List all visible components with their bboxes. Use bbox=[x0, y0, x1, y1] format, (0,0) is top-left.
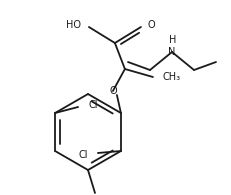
Text: CH₃: CH₃ bbox=[162, 72, 180, 82]
Text: Cl: Cl bbox=[88, 100, 97, 110]
Text: H: H bbox=[169, 35, 176, 45]
Text: HO: HO bbox=[66, 20, 81, 30]
Text: O: O bbox=[109, 86, 116, 96]
Text: Cl: Cl bbox=[78, 150, 88, 160]
Text: N: N bbox=[167, 47, 175, 57]
Text: O: O bbox=[147, 20, 155, 30]
